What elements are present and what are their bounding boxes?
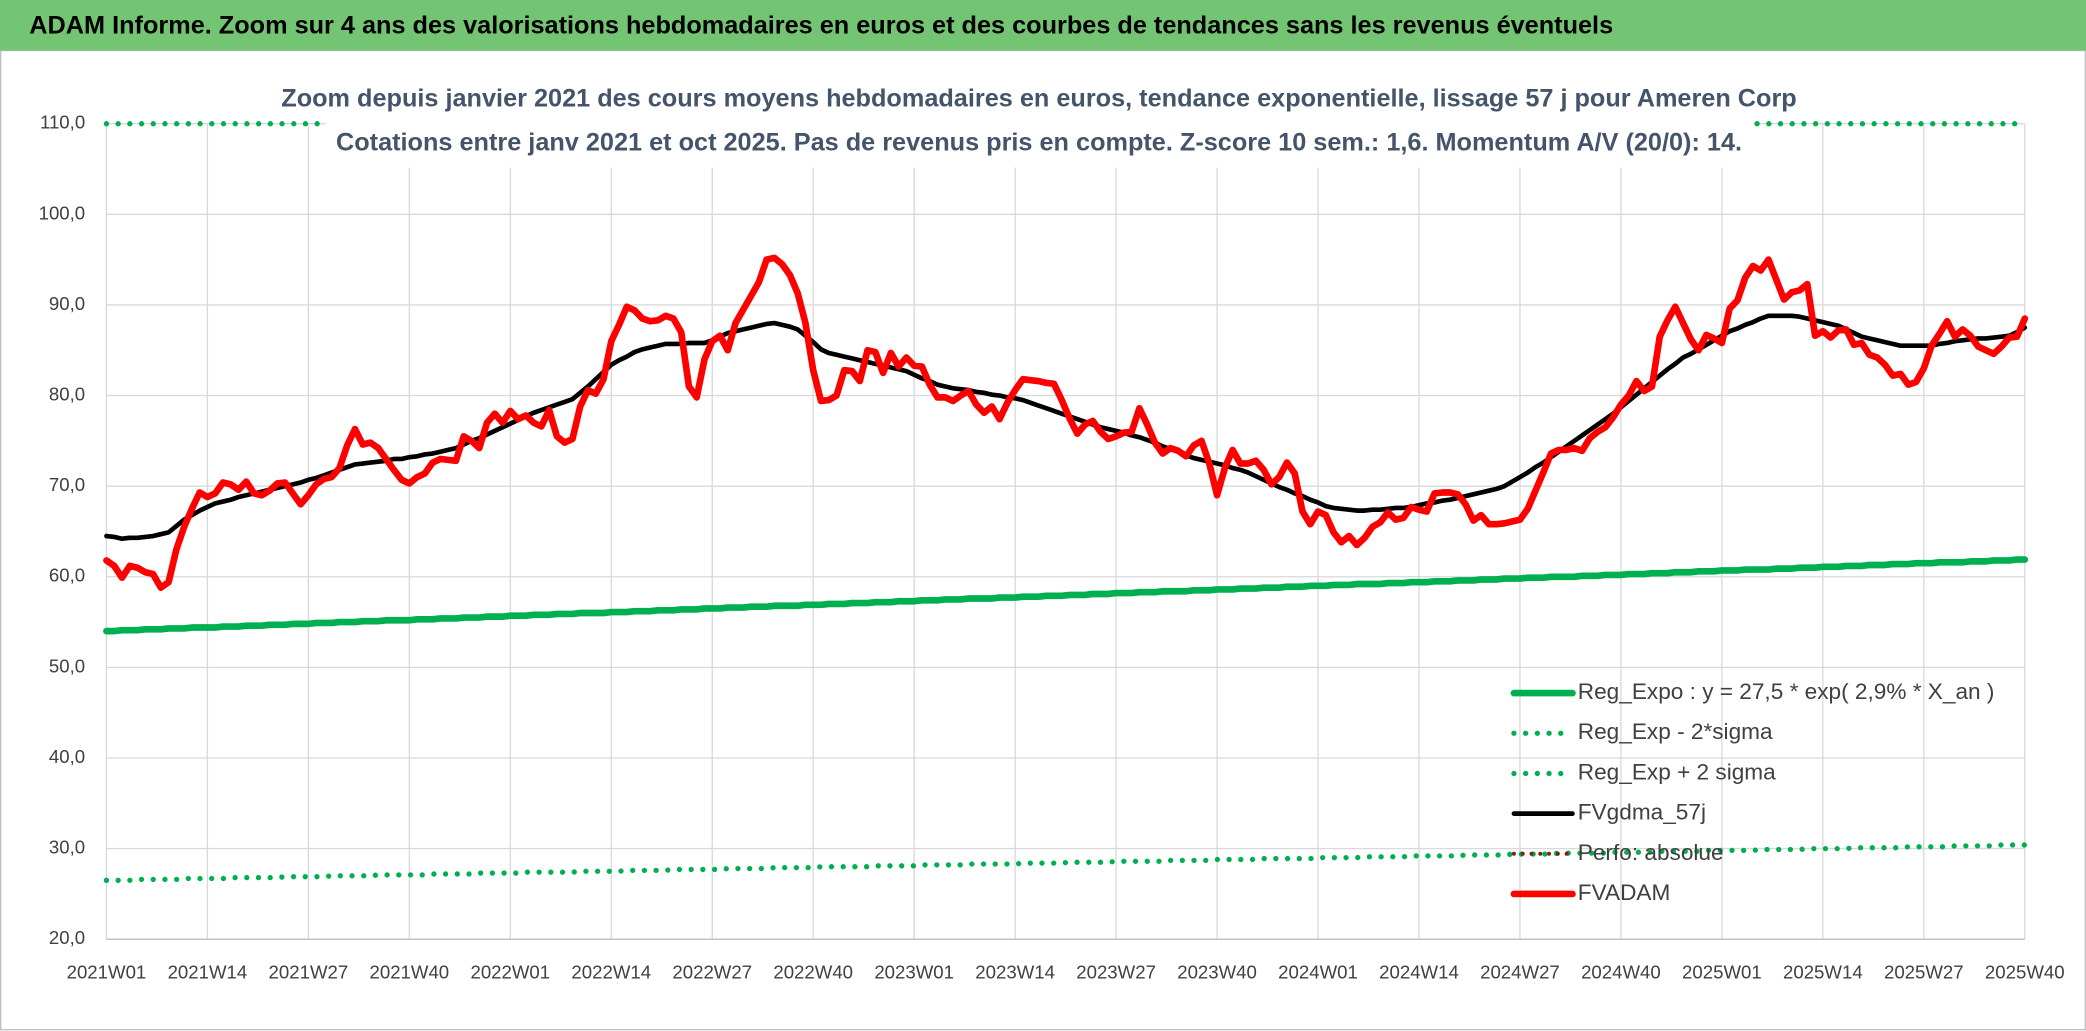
- chart-subtitle: Cotations entre janv 2021 et oct 2025. P…: [336, 128, 1742, 156]
- y-tick-label: 100,0: [39, 202, 86, 223]
- x-tick-label: 2023W14: [975, 962, 1055, 983]
- x-tick-label: 2021W01: [67, 962, 147, 983]
- x-tick-label: 2025W27: [1884, 962, 1964, 983]
- banner-title: ADAM Informe. Zoom sur 4 ans des valoris…: [29, 11, 1613, 39]
- chart-title: Zoom depuis janvier 2021 des cours moyen…: [281, 84, 1796, 112]
- y-tick-label: 70,0: [49, 474, 85, 495]
- y-tick-label: 80,0: [49, 383, 85, 404]
- legend-label: FVADAM: [1578, 880, 1671, 905]
- x-tick-label: 2024W40: [1581, 962, 1661, 983]
- y-tick-label: 50,0: [49, 655, 85, 676]
- legend-label: Reg_Expo : y = 27,5 * exp( 2,9% * X_an ): [1578, 679, 1995, 704]
- x-tick-label: 2025W14: [1783, 962, 1863, 983]
- x-tick-label: 2021W27: [269, 962, 349, 983]
- legend-label: Perfo: absolue: [1578, 840, 1724, 865]
- series-line: [103, 556, 2029, 635]
- y-tick-label: 20,0: [49, 927, 85, 948]
- y-tick-label: 60,0: [49, 565, 85, 586]
- x-tick-label: 2022W40: [773, 962, 853, 983]
- x-tick-label: 2023W27: [1076, 962, 1156, 983]
- x-tick-label: 2021W40: [370, 962, 450, 983]
- legend: Reg_Expo : y = 27,5 * exp( 2,9% * X_an )…: [1510, 679, 1995, 905]
- y-tick-label: 90,0: [49, 293, 85, 314]
- x-tick-label: 2024W01: [1278, 962, 1358, 983]
- x-tick-label: 2022W14: [571, 962, 651, 983]
- x-tick-label: 2022W01: [470, 962, 550, 983]
- x-tick-label: 2024W27: [1480, 962, 1560, 983]
- series-line: [103, 842, 2028, 883]
- x-tick-label: 2022W27: [672, 962, 752, 983]
- y-tick-label: 110,0: [40, 112, 85, 133]
- banner: [0, 0, 2086, 51]
- x-tick-label: 2024W14: [1379, 962, 1459, 983]
- title-backdrop: [325, 74, 1754, 168]
- x-tick-label: 2023W01: [874, 962, 954, 983]
- x-tick-label: 2023W40: [1177, 962, 1257, 983]
- y-tick-label: 30,0: [49, 837, 85, 858]
- x-tick-label: 2021W14: [168, 962, 248, 983]
- series-line: [103, 254, 2029, 591]
- x-tick-label: 2025W01: [1682, 962, 1762, 983]
- x-tick-label: 2025W40: [1985, 962, 2065, 983]
- legend-label: Reg_Exp - 2*sigma: [1578, 719, 1773, 744]
- legend-label: Reg_Exp + 2 sigma: [1578, 759, 1776, 784]
- legend-label: FVgdma_57j: [1578, 800, 1706, 825]
- y-tick-label: 40,0: [49, 746, 85, 767]
